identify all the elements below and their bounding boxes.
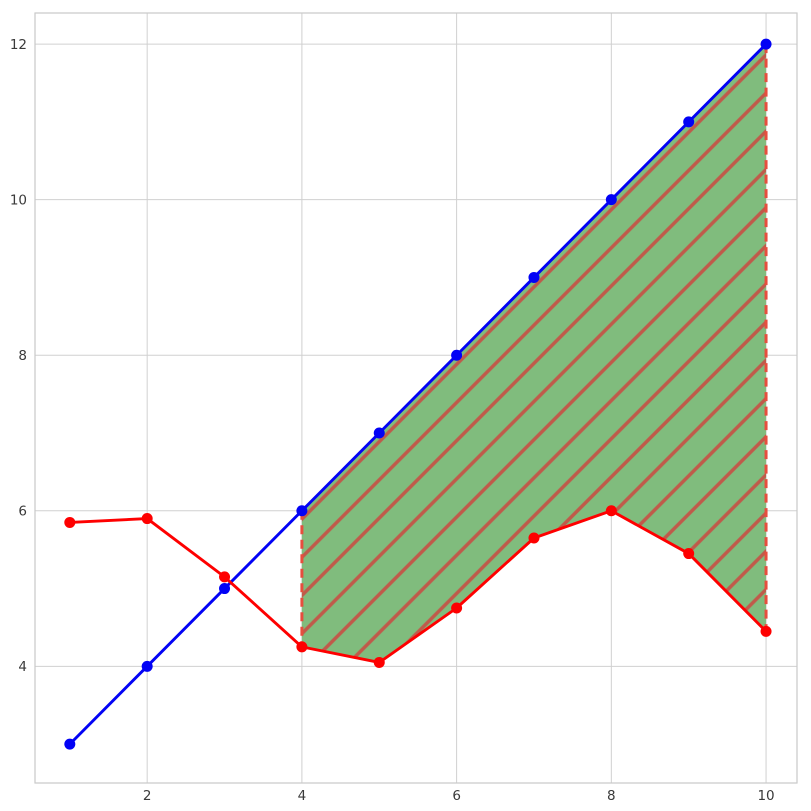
red-wavy-series-marker xyxy=(528,532,540,544)
blue-linear-series-marker xyxy=(451,349,463,361)
red-wavy-series-marker xyxy=(141,513,153,525)
plot-border xyxy=(34,12,798,784)
y-tick-label: 4 xyxy=(18,659,27,675)
shaded-region-hatch xyxy=(301,44,767,663)
x-tick-label: 6 xyxy=(452,788,461,804)
red-wavy-series-marker xyxy=(64,516,76,528)
y-tick-label: 10 xyxy=(10,192,27,208)
red-wavy-series-marker xyxy=(373,656,385,668)
x-tick-label: 8 xyxy=(607,788,616,804)
y-tick-label: 8 xyxy=(18,348,27,364)
blue-linear-series-marker xyxy=(373,427,385,439)
x-tick-label: 2 xyxy=(143,788,152,804)
blue-linear-series-marker xyxy=(528,271,540,283)
red-wavy-series-marker xyxy=(683,548,695,560)
red-wavy-series-marker xyxy=(760,625,772,637)
red-wavy-series-marker xyxy=(451,602,463,614)
x-tick-label: 10 xyxy=(757,788,774,804)
blue-linear-series-marker xyxy=(683,116,695,128)
red-wavy-series-marker xyxy=(219,571,231,583)
red-wavy-series-marker xyxy=(296,641,308,653)
blue-linear-series-marker xyxy=(64,738,76,750)
x-tick-label: 4 xyxy=(298,788,307,804)
blue-linear-series-marker xyxy=(219,583,231,595)
blue-linear-series-marker xyxy=(141,660,153,672)
red-wavy-series-line xyxy=(68,509,768,664)
blue-linear-series-line xyxy=(68,42,768,746)
blue-linear-series-marker xyxy=(760,38,772,50)
y-tick-label: 6 xyxy=(18,504,27,520)
y-tick-label: 12 xyxy=(10,37,27,53)
blue-linear-series-marker xyxy=(605,194,617,206)
blue-linear-series-marker xyxy=(296,505,308,517)
red-wavy-series-marker xyxy=(605,505,617,517)
